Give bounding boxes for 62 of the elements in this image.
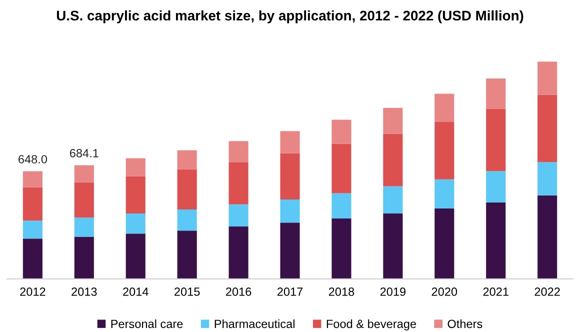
legend-label: Pharmaceutical	[214, 319, 294, 328]
bar	[228, 204, 248, 227]
bar	[538, 94, 558, 162]
bar	[228, 162, 248, 204]
bar	[434, 94, 454, 122]
bar	[332, 144, 352, 194]
bar	[22, 171, 42, 188]
x-tick-label: 2012	[20, 288, 46, 296]
bar	[126, 158, 146, 176]
bar	[177, 169, 197, 210]
bar	[332, 193, 352, 218]
bar	[177, 230, 197, 279]
bar	[383, 134, 403, 186]
bar	[434, 122, 454, 180]
bar	[538, 62, 558, 95]
bar	[280, 153, 300, 200]
x-tick-label: 2021	[483, 288, 508, 296]
bar	[177, 150, 197, 170]
bar	[126, 234, 146, 279]
bar	[74, 218, 94, 237]
x-tick-label: 2014	[123, 288, 148, 296]
bar	[74, 182, 94, 218]
bar	[486, 171, 506, 202]
bar	[486, 202, 506, 279]
bar	[177, 210, 197, 231]
bar	[383, 186, 403, 214]
bar	[434, 208, 454, 279]
bar	[22, 187, 42, 221]
bar	[434, 179, 454, 208]
bar	[228, 141, 248, 162]
x-tick-label: 2017	[277, 288, 303, 296]
x-tick-label: 2018	[328, 288, 354, 296]
bar	[383, 108, 403, 134]
bar	[383, 213, 403, 279]
annotation: 648.0	[18, 155, 47, 164]
x-tick-label: 2022	[534, 288, 560, 296]
bar	[280, 222, 300, 279]
bar	[486, 78, 506, 109]
bar	[538, 162, 558, 196]
bar	[22, 220, 42, 239]
bar	[74, 165, 94, 182]
legend-label: Food & beverage	[326, 319, 416, 330]
legend-label: Personal care	[111, 319, 183, 328]
legend-label: Others	[448, 319, 482, 328]
x-tick-label: 2016	[226, 288, 252, 296]
bar	[74, 236, 94, 279]
x-tick-label: 2015	[174, 288, 200, 296]
chart-title: U.S. caprylic acid market size, by application, 2012 - 2022 (USD Million)	[56, 10, 524, 24]
bar	[486, 108, 506, 172]
bar	[538, 195, 558, 279]
annotation: 684.1	[70, 148, 98, 158]
bar	[126, 213, 146, 234]
bar	[22, 238, 42, 279]
x-tick-label: 2013	[72, 288, 97, 296]
bar	[332, 120, 352, 144]
bar	[228, 226, 248, 279]
x-tick-label: 2020	[432, 288, 458, 296]
bar	[126, 176, 146, 214]
bar	[332, 218, 352, 279]
x-tick-label: 2019	[380, 288, 406, 296]
bar	[280, 200, 300, 223]
bar	[280, 131, 300, 154]
